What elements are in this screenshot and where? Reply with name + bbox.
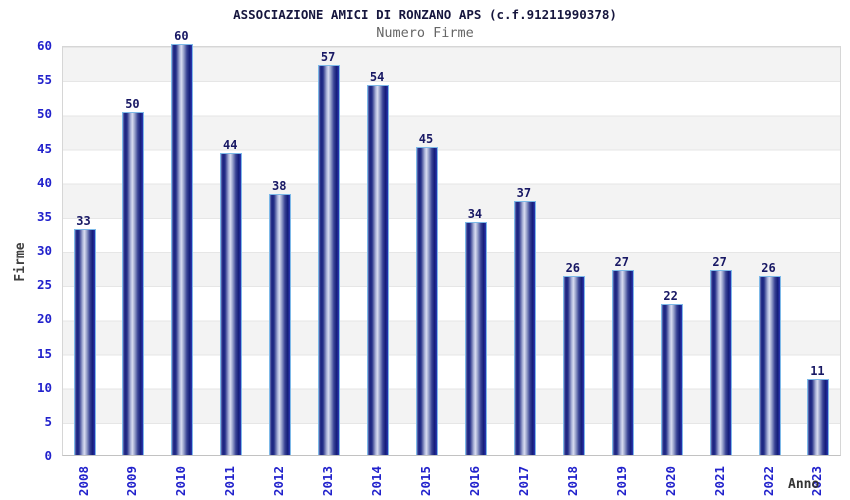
- x-axis-label: Anno: [788, 477, 820, 492]
- x-axis-tick: 2013: [320, 465, 336, 497]
- y-axis-tick: 60: [36, 38, 52, 53]
- bar-2011: [220, 153, 243, 455]
- bar-2013: [318, 64, 341, 455]
- y-axis-tick: 15: [36, 345, 52, 361]
- bar-value-label: 27: [614, 254, 629, 269]
- bar-2020: [660, 303, 683, 455]
- chart-subtitle: Numero Firme: [376, 25, 474, 41]
- x-axis-tick: 2010: [173, 465, 189, 497]
- x-axis-tick: 2011: [222, 465, 238, 497]
- x-axis-tick: 2020: [662, 465, 678, 497]
- bar-value-label: 54: [369, 70, 385, 84]
- x-axis-tick: 2014: [369, 465, 385, 497]
- x-axis-tick: 2009: [124, 465, 140, 497]
- chart-title: ASSOCIAZIONE AMICI DI RONZANO APS (c.f.9…: [233, 7, 617, 22]
- bar-value-label: 45: [418, 131, 434, 146]
- bar-value-label: 37: [516, 186, 532, 201]
- bar-value-label: 11: [810, 363, 825, 378]
- bar-value-label: 22: [663, 288, 678, 303]
- y-axis-tick: 20: [36, 311, 52, 327]
- y-axis-tick: 25: [36, 277, 52, 293]
- bar-2010: [171, 44, 194, 455]
- bar-value-label: 38: [271, 179, 287, 194]
- bar-2021: [709, 269, 732, 455]
- bar-2022: [758, 276, 781, 455]
- y-axis-tick: 35: [36, 208, 52, 224]
- bar-2018: [562, 276, 585, 455]
- bar-2012: [269, 194, 292, 455]
- bar-2023: [807, 378, 830, 455]
- bar-value-label: 26: [761, 261, 776, 276]
- y-axis-tick: 10: [36, 379, 52, 395]
- bar-2017: [513, 201, 536, 455]
- y-axis-tick: 55: [36, 72, 52, 88]
- y-axis-tick: 40: [36, 174, 52, 190]
- x-axis-tick: 2012: [271, 465, 287, 497]
- x-axis-tick: 2015: [418, 465, 433, 497]
- bar-value-label: 60: [174, 29, 189, 43]
- y-axis-tick: 30: [36, 243, 52, 258]
- x-axis-tick: 2016: [466, 465, 482, 497]
- y-axis-tick: 45: [36, 140, 52, 156]
- bar-value-label: 57: [320, 49, 336, 64]
- x-axis-tick: 2019: [613, 465, 629, 497]
- bar-value-label: 34: [467, 206, 483, 221]
- y-axis-tick: 5: [44, 413, 52, 429]
- bar-2019: [611, 269, 634, 455]
- bar-2008: [73, 228, 96, 455]
- bar-2014: [367, 85, 390, 455]
- x-axis-tick: 2018: [564, 465, 580, 497]
- bar-value-label: 27: [712, 254, 727, 269]
- bar-value-label: 50: [125, 97, 140, 112]
- bar-2009: [122, 112, 145, 455]
- x-axis-tick: 2008: [75, 465, 91, 497]
- bar-value-label: 33: [76, 213, 91, 228]
- x-axis-tick: 2021: [711, 465, 727, 497]
- plot-area: [62, 44, 841, 456]
- y-axis-tick: 50: [36, 106, 52, 122]
- y-axis-tick: 0: [44, 448, 52, 463]
- bar-value-label: 26: [565, 261, 581, 276]
- x-axis-tick: 2017: [515, 465, 531, 497]
- bar-2015: [416, 146, 438, 455]
- bar-value-label: 44: [223, 138, 238, 153]
- bar-2016: [464, 221, 487, 455]
- x-axis-tick: 2022: [760, 465, 776, 497]
